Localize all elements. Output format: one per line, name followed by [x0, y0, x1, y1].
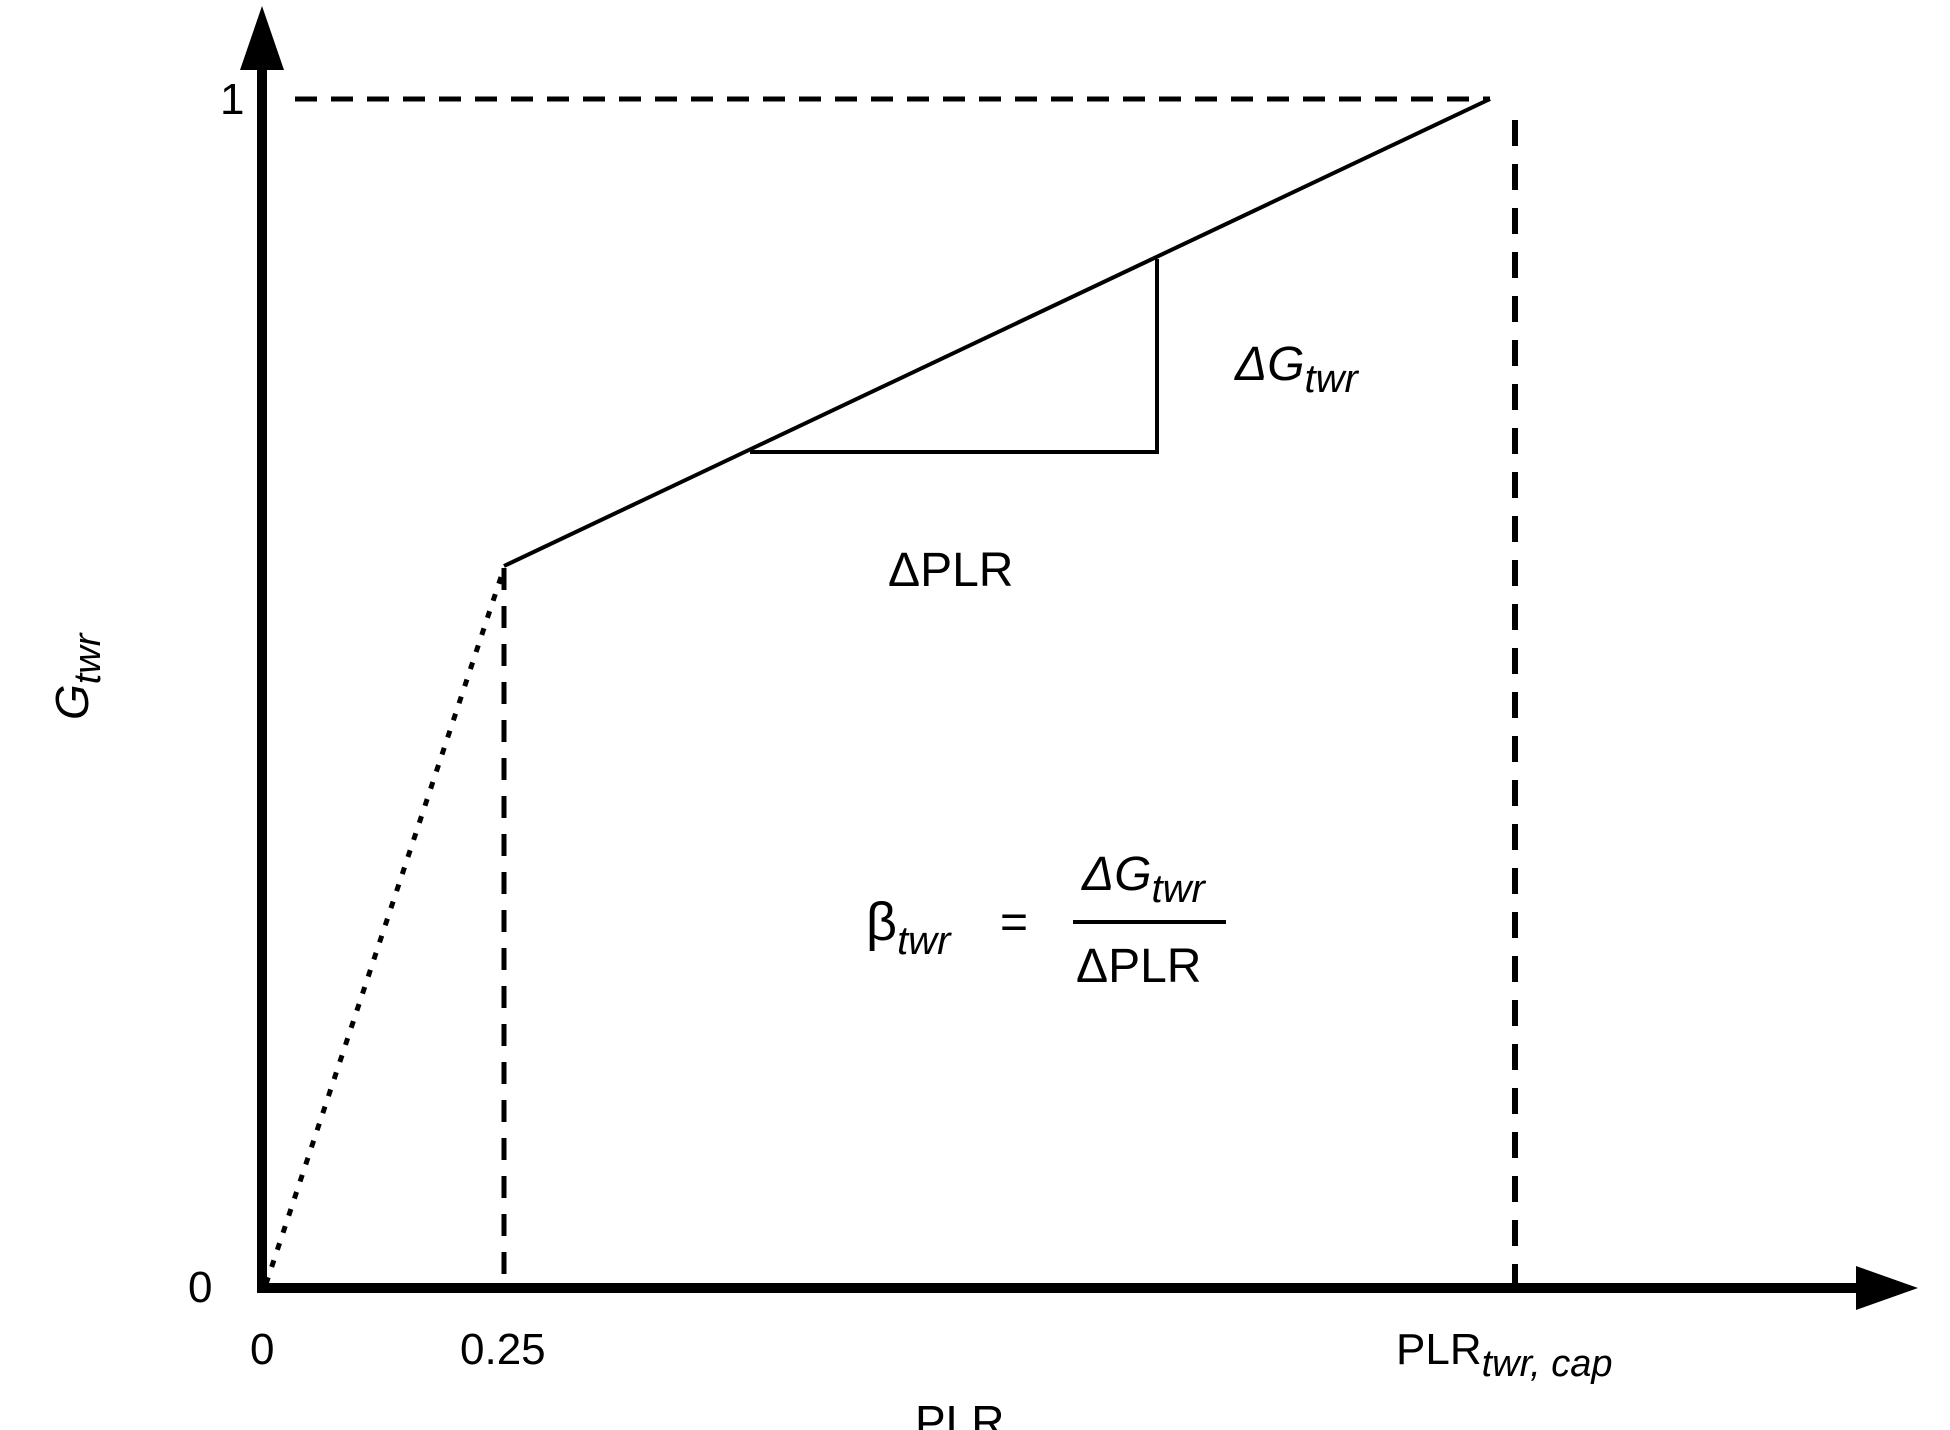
y-axis-label-sub: twr: [67, 632, 109, 684]
delta-g-sub: twr: [1305, 357, 1360, 401]
x-tick-cap: PLRtwr, cap: [1396, 1325, 1613, 1385]
x-axis-label: PLR: [915, 1396, 1004, 1430]
y-axis-arrow: [240, 6, 284, 70]
x-tick-0: 0: [250, 1325, 274, 1374]
y-axis-label: Gtwr: [46, 632, 109, 720]
x-tick-025: 0.25: [460, 1325, 546, 1374]
formula-num-main: ΔG: [1081, 848, 1152, 901]
curve-solid-segment: [503, 97, 1491, 568]
formula-beta: βtwr: [866, 892, 952, 963]
delta-g-main: ΔG: [1234, 338, 1305, 391]
formula-numerator: ΔGtwr: [1081, 848, 1207, 911]
formula-equals: =: [1000, 896, 1028, 949]
y-axis-label-main: G: [46, 684, 98, 720]
y-tick-0: 0: [188, 1263, 212, 1312]
delta-plr-label: ΔPLR: [888, 544, 1013, 597]
formula-denominator: ΔPLR: [1076, 940, 1201, 993]
x-tick-cap-sub: twr, cap: [1482, 1343, 1613, 1385]
delta-g-label: ΔGtwr: [1234, 338, 1360, 401]
slope-triangle: [750, 259, 1159, 454]
formula-num-sub: twr: [1152, 867, 1207, 911]
x-tick-cap-main: PLR: [1396, 1325, 1482, 1374]
curve-dotted-segment: [263, 567, 507, 1285]
x-axis-arrow: [1856, 1266, 1918, 1310]
formula-beta-main: β: [866, 892, 897, 952]
y-tick-1: 1: [220, 75, 244, 124]
formula-beta-sub: twr: [897, 919, 952, 963]
